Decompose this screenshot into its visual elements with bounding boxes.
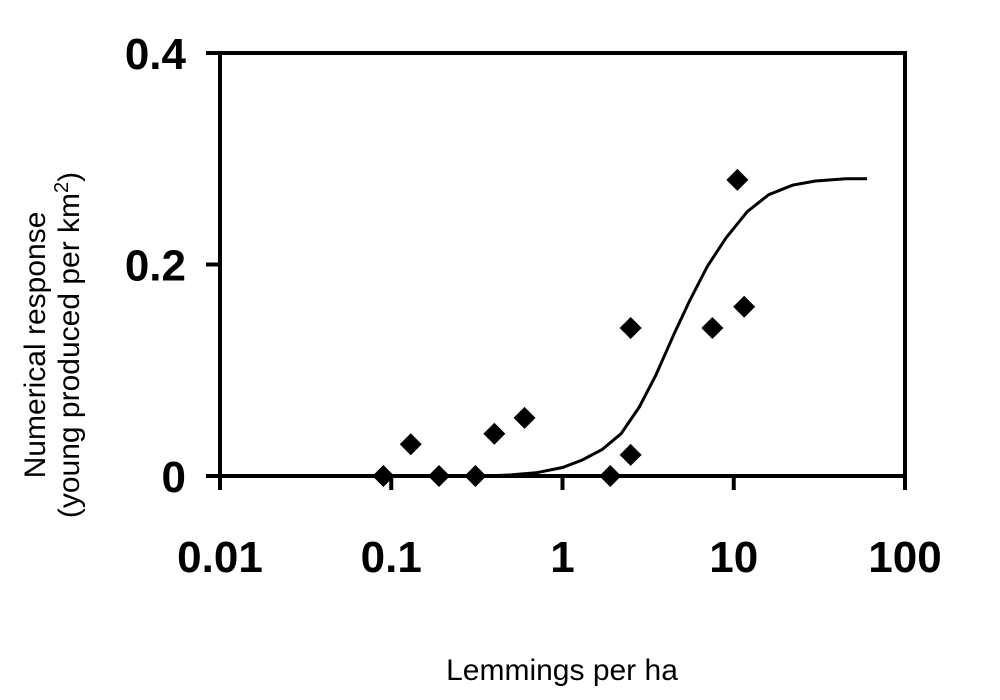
data-point <box>619 443 642 466</box>
data-point <box>372 465 395 487</box>
y-tick-label: 0.2 <box>125 242 186 291</box>
x-tick-label: 0.01 <box>177 533 263 582</box>
y-axis-title: Numerical response (young produced per k… <box>19 172 86 518</box>
data-point <box>513 406 536 429</box>
x-axis-ticks <box>218 476 907 490</box>
data-point <box>733 295 756 318</box>
y-axis-ticks <box>206 51 220 478</box>
data-point <box>427 465 450 487</box>
x-tick-label: 0.1 <box>361 533 422 582</box>
x-tick-label: 10 <box>709 533 758 582</box>
data-point <box>464 465 487 487</box>
x-tick-label: 1 <box>550 533 574 582</box>
x-tick-label: 100 <box>868 533 941 582</box>
data-points <box>372 168 756 487</box>
x-axis-tick-labels: 0.01 0.1 1 10 100 <box>177 533 942 582</box>
y-axis-title-line2: (young produced per km2) <box>51 172 86 518</box>
fitted-curve <box>484 177 867 478</box>
data-point <box>399 433 422 456</box>
plot-frame <box>218 51 907 478</box>
data-point <box>483 422 506 445</box>
data-point <box>619 316 642 339</box>
data-point <box>701 316 724 339</box>
y-tick-label: 0.4 <box>125 30 187 79</box>
y-tick-label: 0 <box>162 453 186 502</box>
data-point <box>599 465 622 487</box>
x-axis-title: Lemmings per ha <box>446 654 678 687</box>
data-point <box>726 168 749 191</box>
y-axis-tick-labels: 0 0.2 0.4 <box>125 30 187 502</box>
y-axis-title-line1: Numerical response <box>19 212 52 479</box>
